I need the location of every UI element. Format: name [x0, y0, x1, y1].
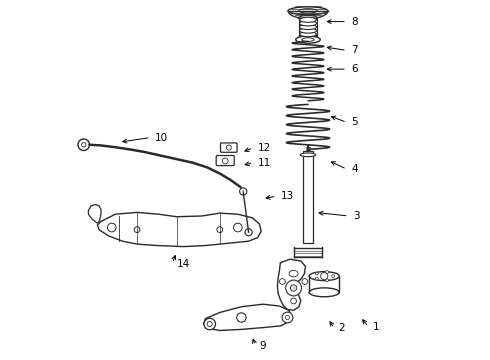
Circle shape [237, 313, 246, 322]
Text: 6: 6 [351, 64, 358, 74]
Polygon shape [277, 259, 305, 310]
Ellipse shape [289, 270, 298, 277]
Ellipse shape [300, 32, 317, 37]
Text: 12: 12 [258, 143, 271, 153]
Text: 7: 7 [351, 45, 358, 55]
Circle shape [207, 321, 212, 327]
Circle shape [291, 298, 296, 304]
Circle shape [217, 227, 222, 233]
Circle shape [325, 271, 328, 274]
Circle shape [316, 272, 318, 275]
Circle shape [286, 280, 301, 296]
Ellipse shape [309, 288, 339, 297]
Circle shape [222, 158, 228, 164]
Text: 13: 13 [281, 191, 294, 201]
Ellipse shape [299, 34, 317, 38]
Polygon shape [88, 204, 101, 223]
Text: 4: 4 [351, 164, 358, 174]
Ellipse shape [296, 36, 320, 43]
Circle shape [316, 277, 318, 280]
Circle shape [302, 279, 308, 284]
Ellipse shape [299, 28, 317, 33]
Ellipse shape [299, 24, 317, 30]
Text: 5: 5 [351, 117, 358, 127]
Text: 14: 14 [176, 258, 190, 269]
Circle shape [332, 275, 335, 278]
Ellipse shape [299, 21, 317, 26]
Circle shape [107, 223, 116, 232]
Polygon shape [98, 212, 261, 247]
Circle shape [78, 139, 90, 150]
Circle shape [134, 227, 140, 233]
Text: 1: 1 [373, 322, 379, 332]
FancyBboxPatch shape [303, 151, 313, 243]
Circle shape [240, 188, 247, 195]
FancyBboxPatch shape [220, 143, 237, 152]
Circle shape [233, 223, 242, 232]
Ellipse shape [302, 38, 314, 41]
Circle shape [226, 145, 231, 150]
Polygon shape [204, 304, 291, 330]
Circle shape [245, 229, 252, 236]
Ellipse shape [300, 153, 316, 157]
Ellipse shape [299, 9, 317, 13]
Circle shape [291, 285, 297, 291]
Circle shape [325, 279, 328, 282]
Text: 8: 8 [351, 17, 358, 27]
Text: 3: 3 [353, 211, 360, 221]
Ellipse shape [309, 272, 339, 280]
Circle shape [285, 315, 290, 320]
Text: 9: 9 [259, 341, 266, 351]
Circle shape [320, 273, 328, 280]
Text: 11: 11 [258, 158, 271, 168]
Ellipse shape [300, 17, 317, 22]
Circle shape [81, 143, 86, 147]
FancyBboxPatch shape [216, 156, 234, 166]
Circle shape [279, 279, 285, 284]
Ellipse shape [298, 15, 318, 21]
Text: 10: 10 [155, 132, 168, 143]
Circle shape [204, 318, 216, 330]
Circle shape [282, 312, 293, 323]
Ellipse shape [288, 7, 328, 15]
Text: 2: 2 [339, 323, 345, 333]
